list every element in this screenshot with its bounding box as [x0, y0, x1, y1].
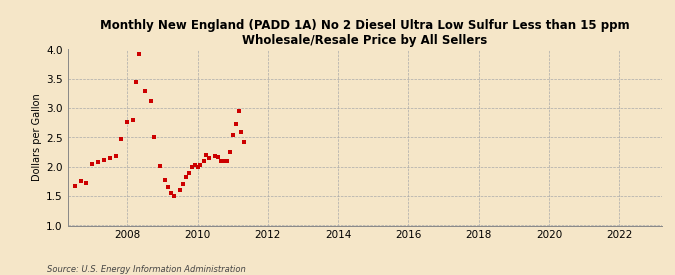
Point: [210, 154, 221, 158]
Point: [154, 163, 165, 168]
Point: [198, 159, 209, 163]
Point: [219, 159, 230, 163]
Title: Monthly New England (PADD 1A) No 2 Diesel Ultra Low Sulfur Less than 15 ppm
Whol: Monthly New England (PADD 1A) No 2 Diese…: [100, 19, 629, 47]
Point: [116, 136, 127, 141]
Point: [186, 165, 197, 169]
Text: Source: U.S. Energy Information Administration: Source: U.S. Energy Information Administ…: [47, 265, 246, 274]
Point: [128, 118, 138, 122]
Point: [110, 154, 121, 158]
Point: [145, 98, 156, 103]
Point: [236, 130, 247, 134]
Point: [163, 185, 173, 189]
Point: [216, 159, 227, 163]
Point: [239, 140, 250, 144]
Point: [175, 188, 186, 192]
Point: [221, 159, 232, 163]
Point: [201, 153, 212, 157]
Point: [134, 51, 144, 56]
Point: [166, 191, 177, 196]
Point: [225, 150, 236, 154]
Point: [131, 79, 142, 84]
Point: [189, 163, 200, 167]
Point: [92, 160, 103, 164]
Point: [81, 181, 92, 185]
Point: [227, 132, 238, 137]
Point: [192, 165, 203, 169]
Point: [148, 135, 159, 140]
Point: [195, 163, 206, 167]
Point: [178, 182, 188, 187]
Y-axis label: Dollars per Gallon: Dollars per Gallon: [32, 94, 42, 182]
Point: [86, 162, 97, 166]
Point: [180, 175, 191, 179]
Point: [69, 183, 80, 188]
Point: [99, 158, 109, 162]
Point: [160, 178, 171, 182]
Point: [230, 122, 241, 126]
Point: [75, 179, 86, 184]
Point: [184, 170, 194, 175]
Point: [234, 109, 244, 113]
Point: [204, 156, 215, 160]
Point: [140, 88, 151, 93]
Point: [122, 120, 133, 125]
Point: [169, 194, 180, 198]
Point: [104, 156, 115, 160]
Point: [213, 155, 223, 159]
